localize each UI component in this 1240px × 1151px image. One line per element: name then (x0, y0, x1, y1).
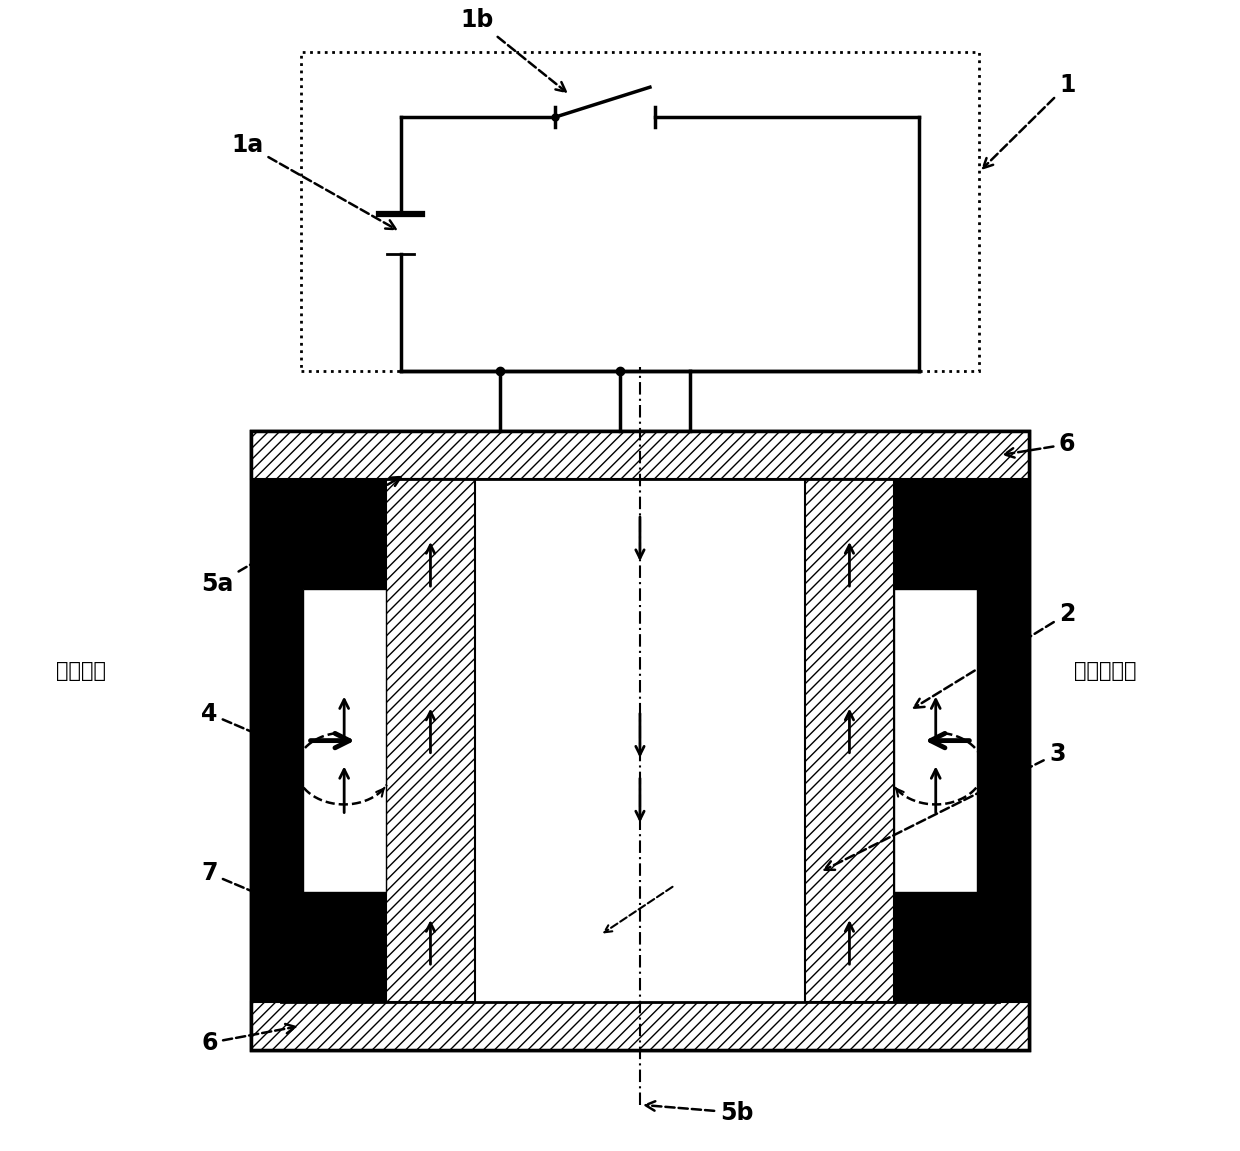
Text: 5a: 5a (201, 477, 401, 596)
Bar (301, 52, 980, 372)
Bar (894, 479, 999, 589)
Text: 5b: 5b (646, 1100, 753, 1125)
Text: 1: 1 (983, 74, 1075, 168)
Bar (280, 479, 386, 589)
Text: 1b: 1b (460, 8, 565, 92)
Bar (280, 479, 999, 1003)
Text: 3: 3 (825, 741, 1065, 870)
Text: 7: 7 (201, 861, 316, 918)
Text: 1a: 1a (231, 134, 396, 229)
Bar (977, 589, 999, 892)
Bar (280, 589, 303, 892)
Bar (894, 892, 999, 1003)
Bar (250, 432, 1029, 479)
Text: 6: 6 (201, 1024, 295, 1054)
Text: 2: 2 (914, 602, 1075, 708)
Bar (250, 432, 1029, 1050)
Bar (280, 892, 386, 1003)
Text: 电流方向: 电流方向 (56, 661, 107, 680)
Bar (280, 479, 999, 1003)
Bar (303, 589, 386, 892)
Bar (250, 432, 1029, 1050)
Text: 4: 4 (201, 702, 290, 749)
Bar (386, 479, 475, 1003)
Bar (250, 1003, 1029, 1050)
Text: 6: 6 (1004, 433, 1075, 458)
Text: 电磁力方向: 电磁力方向 (1074, 661, 1136, 680)
Bar (894, 589, 977, 892)
Bar (805, 479, 894, 1003)
